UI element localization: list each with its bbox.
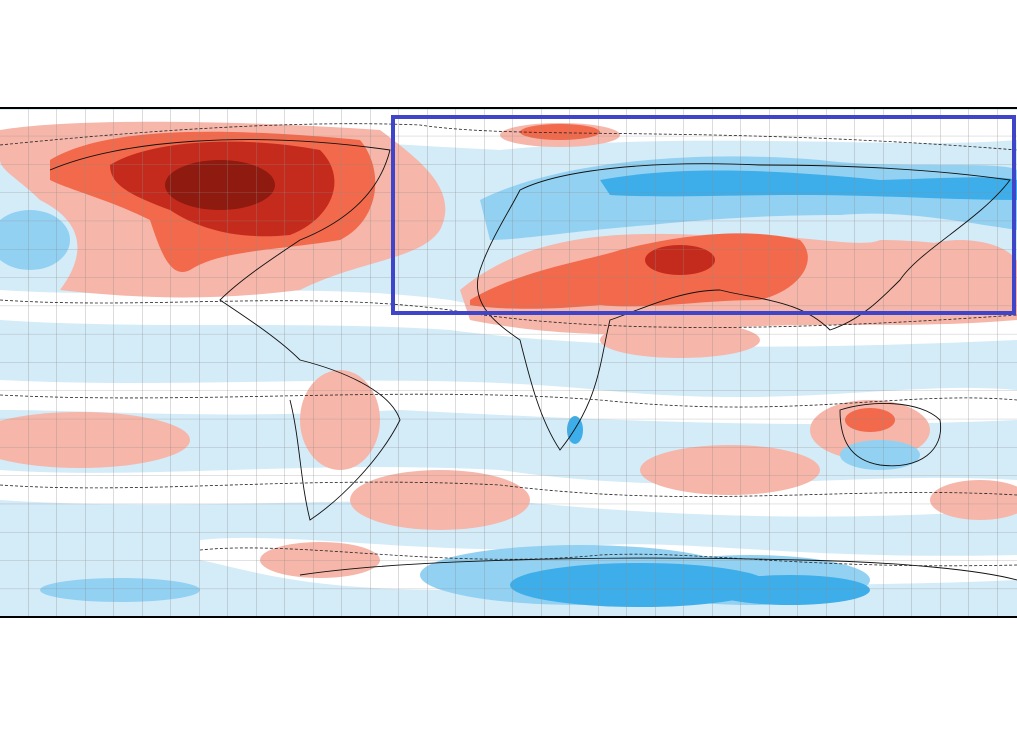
map [0,108,1017,617]
highlight-box [391,115,1016,315]
zero-contours [0,123,1017,567]
graticule [0,108,1017,617]
coastlines [49,139,1017,581]
